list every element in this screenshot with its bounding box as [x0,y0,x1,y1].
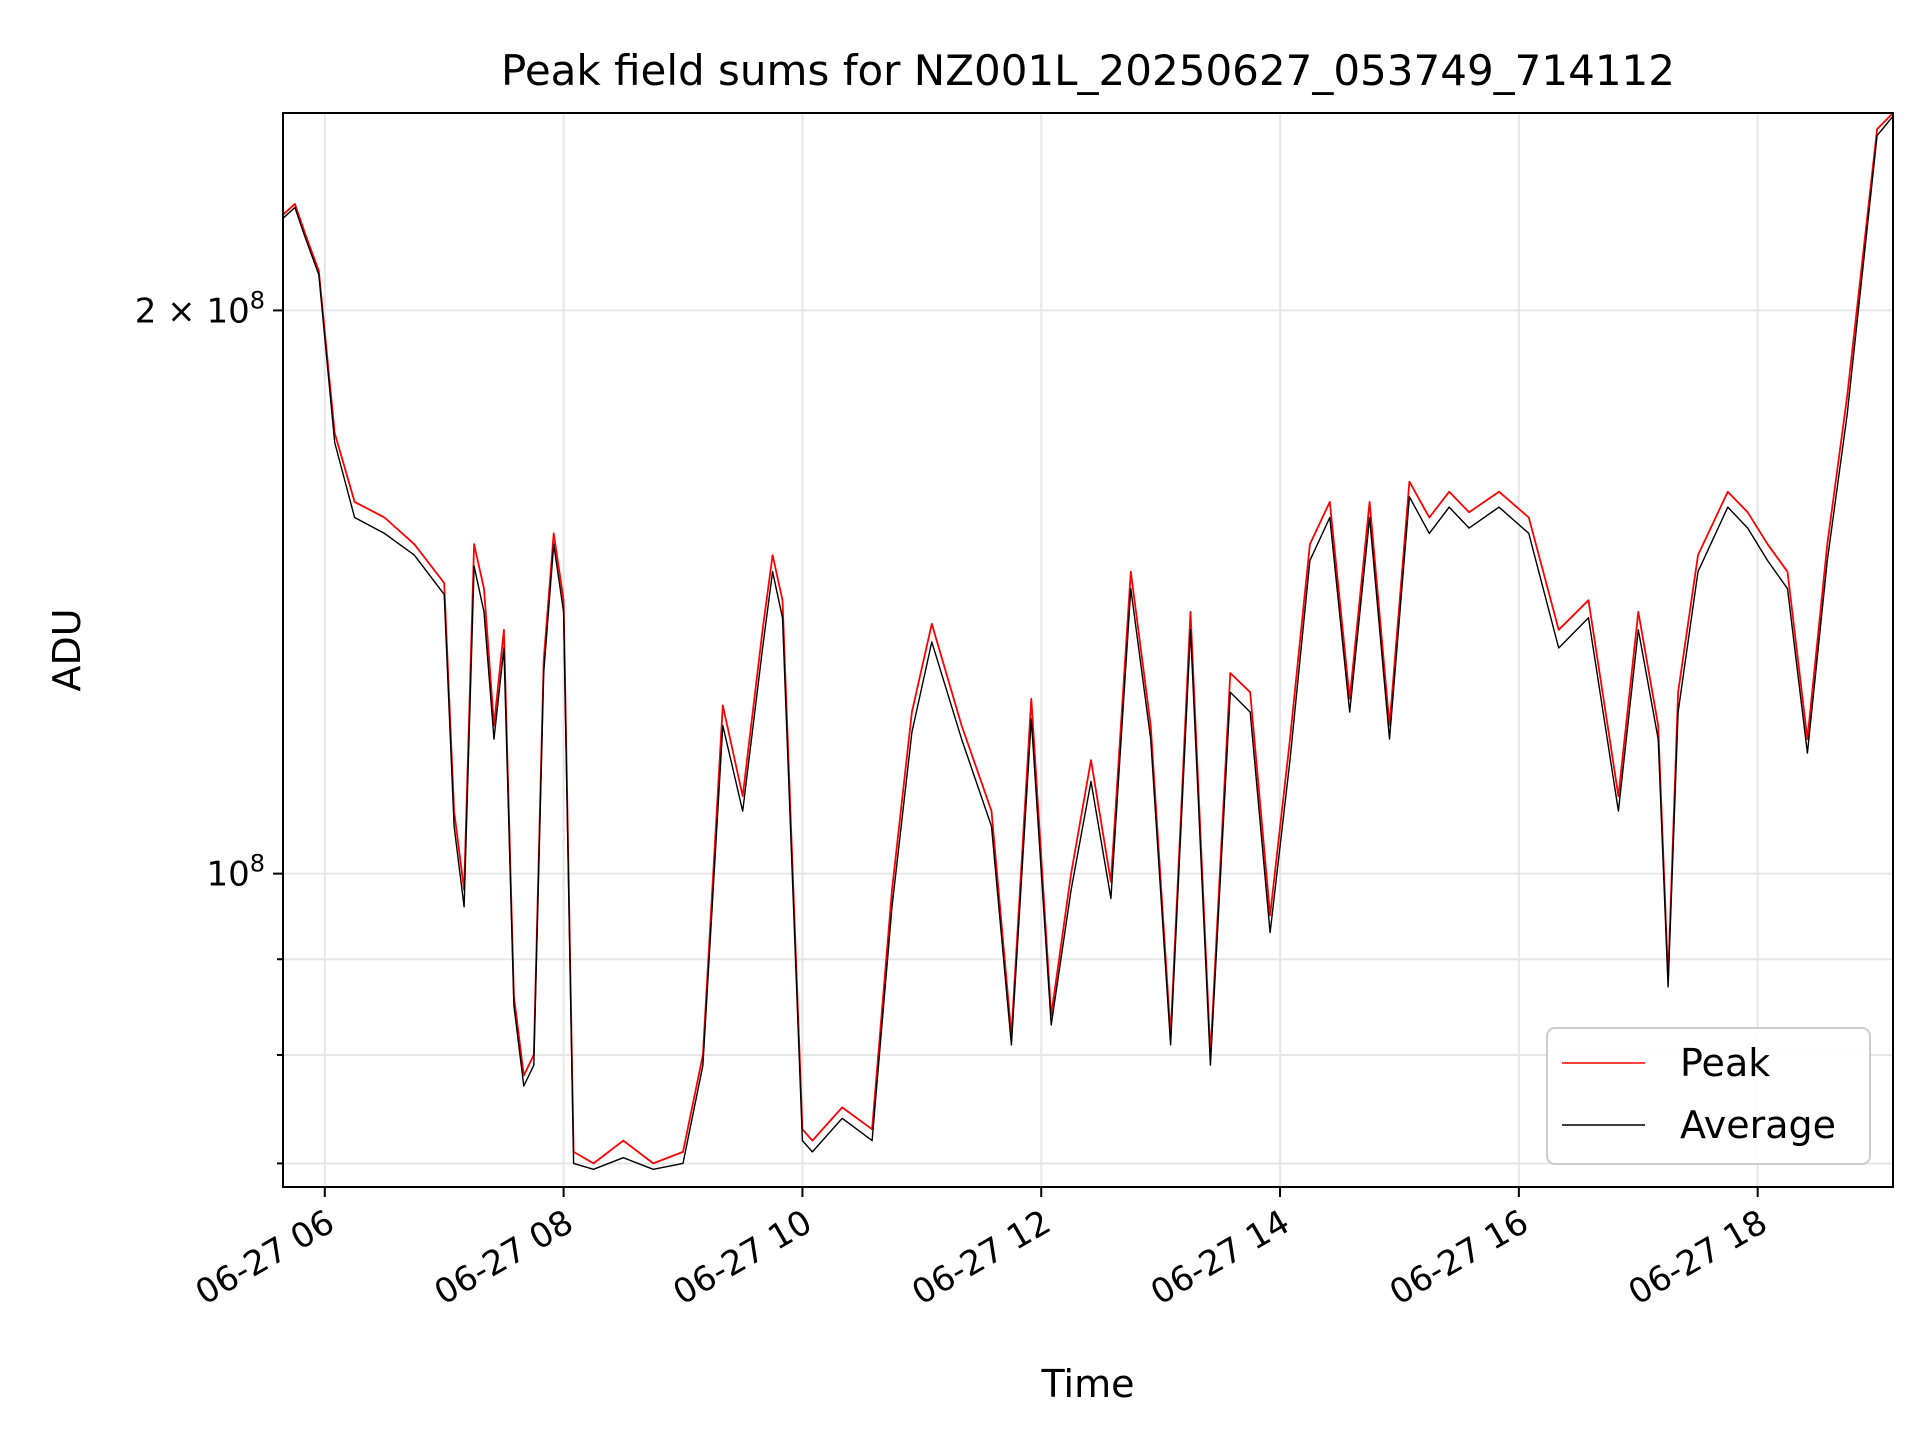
legend-label-peak: Peak [1680,1041,1770,1085]
y-axis-label: ADU [45,608,89,691]
axes-frame [282,112,1894,1188]
chart-title: Peak field sums for NZ001L_20250627_0537… [501,46,1675,95]
y-tick-label: 108 [206,850,265,895]
y-tick-label: 2 × 108 [135,286,265,331]
legend-box [1546,1027,1871,1165]
series-peak [282,112,1894,1165]
legend: Peak Average [1546,1027,1871,1165]
legend-label-average: Average [1680,1103,1836,1147]
series-group [282,112,1894,1171]
series-average [282,115,1894,1171]
x-axis-label: Time [1041,1362,1135,1406]
